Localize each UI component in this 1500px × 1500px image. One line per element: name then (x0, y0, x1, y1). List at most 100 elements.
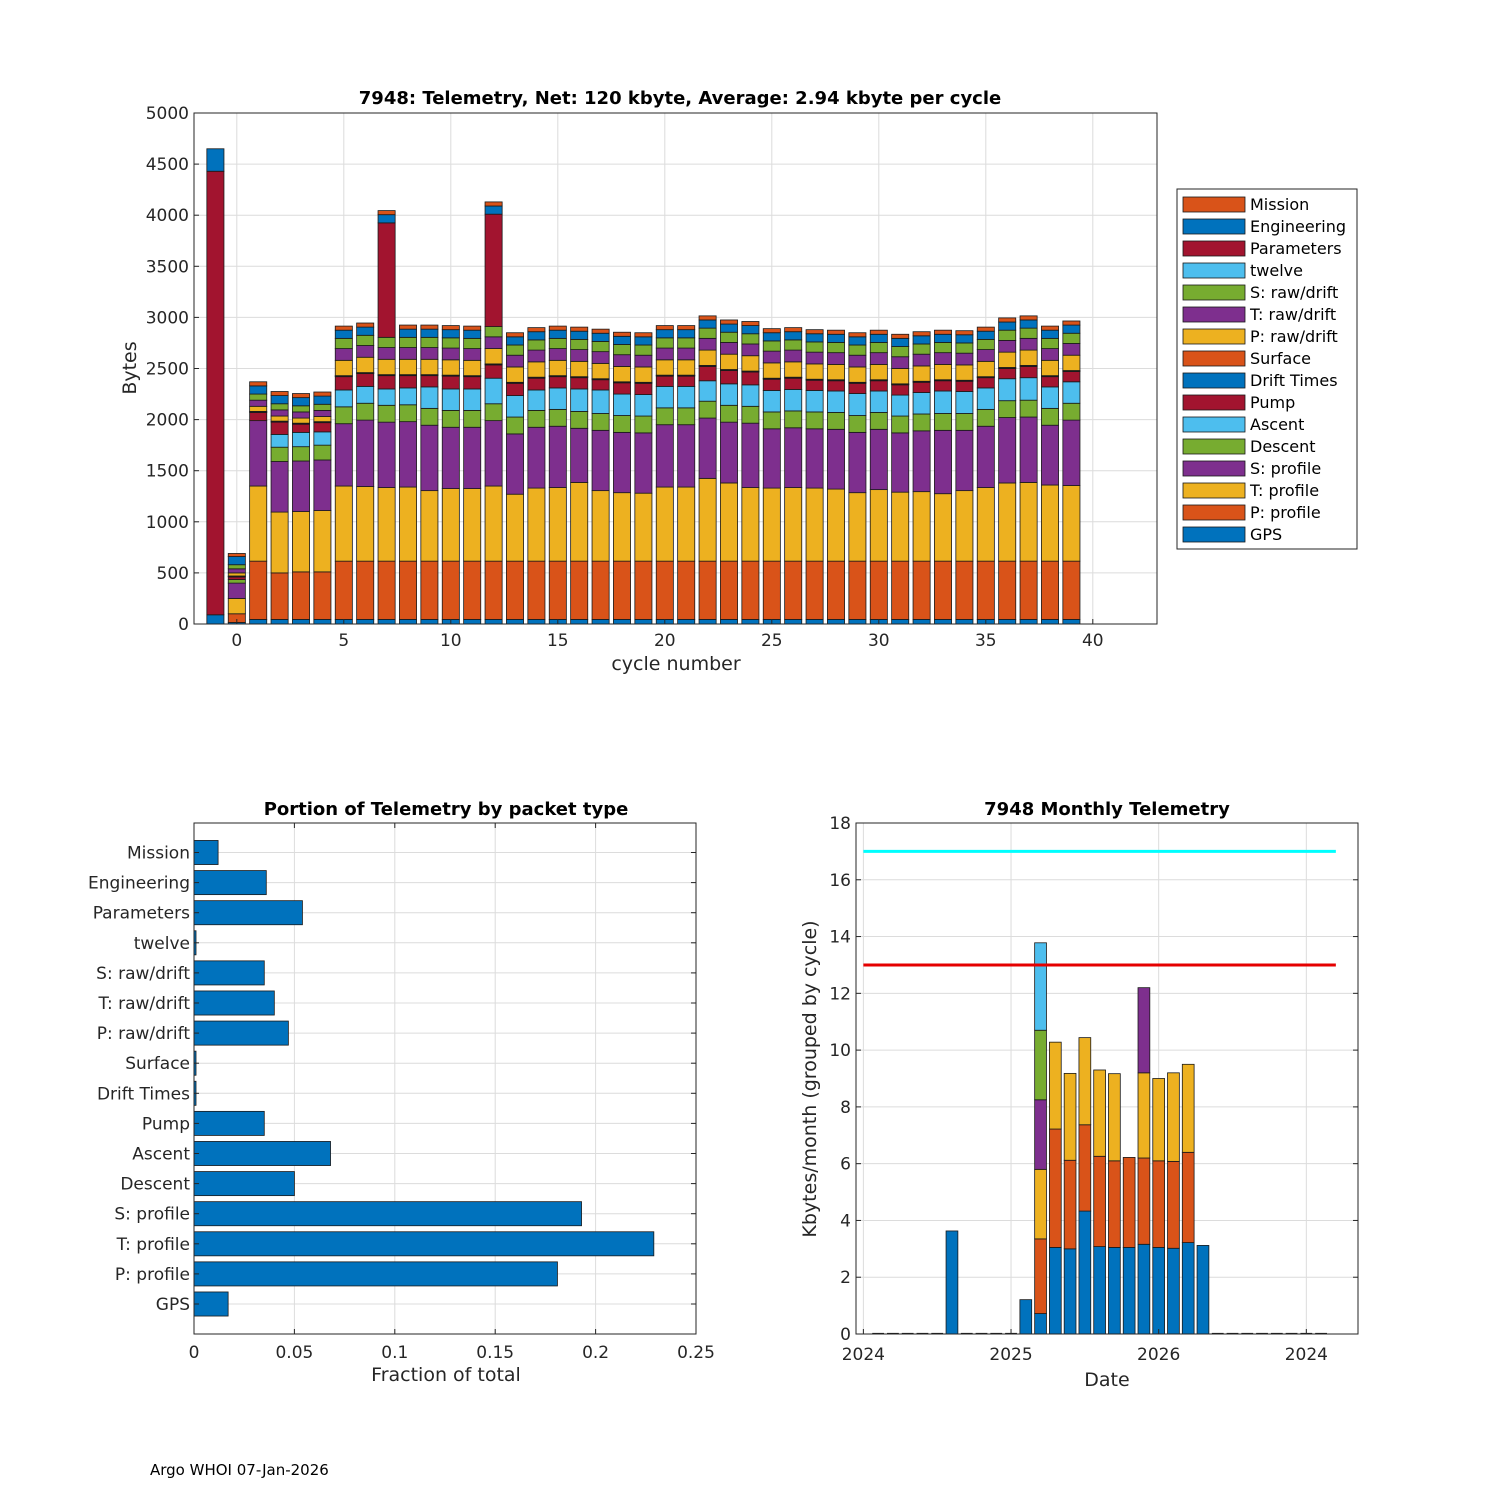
bar-s-profile (193, 1201, 582, 1227)
month-bar-21-p-profile (1167, 1161, 1180, 1249)
bar-cycle-22-t-raw-drift (698, 337, 717, 351)
bar-cycle-1-s-raw-drift (249, 393, 268, 401)
bar-cycle-14-t-raw-drift (527, 349, 546, 363)
month-bar-12-t-profile (1034, 1168, 1047, 1240)
chart3-y-tick-label: 8 (840, 1098, 851, 1118)
bar-cycle-4-descent (313, 444, 332, 461)
bar-cycle-30-t-raw-drift (869, 352, 888, 365)
bar-cycle-0-s-raw-drift (227, 564, 246, 570)
bar-cycle-15-mission (548, 325, 567, 331)
bar-cycle--1-gps (206, 614, 225, 625)
legend-label-ascent: Ascent (1250, 415, 1304, 434)
bar-cycle-22-s-profile (698, 417, 717, 479)
bar-cycle-12-engineering (484, 205, 503, 215)
bar-cycle-25-engineering (762, 332, 781, 342)
bar-cycle-28-s-profile (827, 428, 845, 490)
bar-cycle-34-mission (955, 330, 974, 336)
bar-cycle-39-p-raw-drift (1062, 354, 1081, 371)
month-bar-19-p-profile (1137, 1157, 1151, 1245)
bar-cycle-21-ascent (677, 385, 696, 409)
bar-cycle-22-s-raw-drift (698, 327, 717, 339)
bar-cycle-31-t-raw-drift (891, 356, 910, 369)
month-bar-12-descent (1034, 1029, 1047, 1101)
bar-cycle-18-t-raw-drift (613, 354, 631, 367)
bar-cycle-4-t-profile (313, 510, 332, 573)
chart1-y-tick-label: 500 (157, 564, 189, 584)
bar-cycle-31-p-profile (891, 560, 910, 620)
bar-cycle-20-s-raw-drift (655, 337, 674, 349)
bar-cycle-32-mission (912, 331, 931, 337)
bar-cycle-22-mission (698, 315, 717, 321)
bar-cycle-26-p-profile (784, 560, 803, 620)
bar-cycle-27-gps (805, 619, 824, 625)
bar-cycle-11-pump (463, 376, 482, 390)
chart2-category-label-s-profile: S: profile (114, 1205, 190, 1225)
month-bar-13-engineering (1049, 1247, 1062, 1335)
bar-cycle-17-t-raw-drift (591, 351, 610, 364)
bar-cycle-3-t-profile (292, 511, 310, 573)
bar-cycle-8-mission (399, 324, 417, 330)
bar-cycle-28-p-raw-drift (827, 364, 845, 381)
bar-cycle-38-s-raw-drift (1041, 337, 1059, 349)
bar-cycle-26-p-raw-drift (784, 361, 803, 378)
bar-cycle-15-s-profile (548, 425, 567, 488)
bar-cycle-22-p-profile (698, 560, 717, 620)
bar-cycle-15-t-raw-drift (548, 348, 567, 361)
month-bar-17-p-profile (1108, 1160, 1121, 1248)
bar-cycle-39-s-raw-drift (1062, 332, 1081, 344)
bar-cycle-2-p-raw-drift (270, 415, 289, 422)
month-bar-16-p-profile (1093, 1155, 1106, 1247)
bar-cycle-26-descent (784, 410, 803, 429)
bar-cycle-0-descent (227, 579, 246, 584)
bar-cycle-18-pump (613, 382, 631, 395)
bar-cycle-20-pump (655, 375, 674, 387)
bar-cycle-21-t-profile (677, 486, 696, 562)
bar-cycle-23-p-raw-drift (720, 353, 738, 370)
bar-cycle-11-p-profile (463, 560, 482, 620)
bar-cycle-27-ascent (805, 390, 824, 413)
bar-cycle-14-s-profile (527, 426, 546, 489)
month-bar-13-p-profile (1049, 1128, 1062, 1248)
bar-cycle-38-ascent (1041, 386, 1059, 409)
bar-cycle-15-t-profile (548, 487, 567, 562)
bar-cycle-1-mission (249, 381, 268, 387)
bar-cycle-12-s-profile (484, 420, 503, 487)
legend-swatch-ascent (1182, 416, 1246, 433)
bar-cycle-34-t-raw-drift (955, 352, 974, 366)
bar-cycle-34-pump (955, 380, 974, 392)
bar-cycle-2-engineering (270, 395, 289, 405)
bar-cycle-25-descent (762, 411, 781, 430)
month-bar-21-t-profile (1167, 1072, 1180, 1162)
chart2-x-tick-label: 0.05 (275, 1343, 313, 1363)
chart3-y-tick-label: 6 (840, 1155, 851, 1175)
bar-cycle-28-t-profile (827, 488, 845, 562)
bar-cycle-23-s-profile (720, 421, 738, 484)
bar-cycle-14-s-raw-drift (527, 339, 546, 351)
bar-cycle-37-ascent (1019, 377, 1038, 401)
month-bar-16-engineering (1093, 1246, 1106, 1335)
bar-cycle-35-s-raw-drift (976, 338, 995, 350)
bar-cycle-36-p-raw-drift (998, 351, 1017, 368)
bar-cycle-7-pump (377, 375, 396, 390)
bar-cycle-32-t-profile (912, 491, 931, 562)
chart3-y-tick-label: 12 (829, 984, 851, 1004)
bar-cycle-4-gps (313, 619, 332, 625)
bar-cycle-15-descent (548, 408, 567, 427)
bar-pump (193, 1110, 265, 1136)
chart3-y-tick-label: 14 (829, 928, 851, 948)
month-bar-19-engineering (1137, 1243, 1151, 1335)
bar-cycle-12-t-raw-drift (484, 336, 503, 349)
bar-cycle-24-pump (741, 371, 760, 386)
bar-cycle-11-gps (463, 619, 482, 625)
portion-by-packet-type-chart: 0 0.05 0.1 0.15 0.2 0.25 GPS P: profile T: profi… (88, 799, 715, 1386)
bar-cycle-4-p-raw-drift (313, 416, 332, 423)
bar-cycle-23-ascent (720, 383, 738, 406)
bar-cycle-20-s-profile (655, 424, 674, 488)
bar-cycle-36-pump (998, 368, 1017, 380)
bar-cycle-2-t-profile (270, 511, 289, 574)
chart2-x-tick-label: 0 (189, 1343, 200, 1363)
bar-cycle-6-p-profile (356, 560, 375, 620)
bar-cycle-0-t-raw-drift (227, 568, 246, 574)
bar-cycle-18-engineering (613, 335, 631, 345)
month-bar-6-engineering (945, 1230, 959, 1335)
